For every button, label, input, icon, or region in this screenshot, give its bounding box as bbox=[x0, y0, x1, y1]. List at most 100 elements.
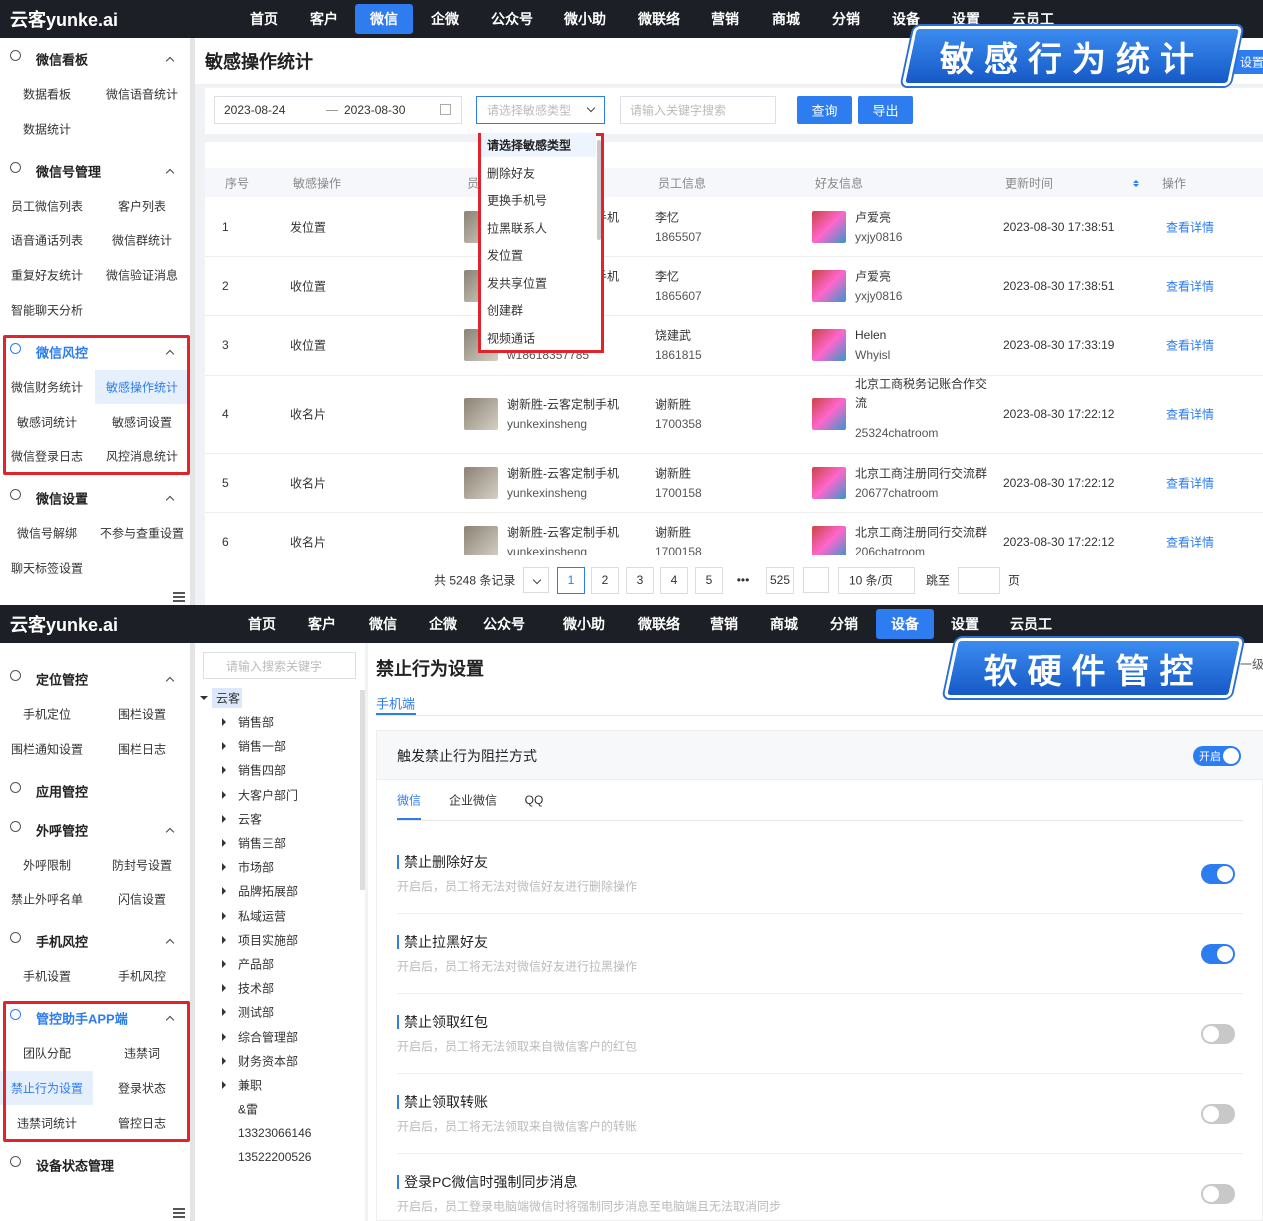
menu-item[interactable]: 微信语音统计 bbox=[105, 87, 179, 102]
dropdown-option[interactable]: 创建群 bbox=[487, 303, 524, 318]
menu-item[interactable]: 闪信设置 bbox=[117, 892, 167, 907]
group-title[interactable]: 应用管控 bbox=[36, 784, 89, 800]
tab[interactable]: 手机端 bbox=[376, 696, 416, 712]
tree-leaf[interactable]: 13522200526 bbox=[238, 1150, 312, 1165]
toggle[interactable] bbox=[1201, 1104, 1235, 1124]
menu-item[interactable]: 围栏设置 bbox=[117, 707, 167, 722]
group-title[interactable]: 微信设置 bbox=[36, 491, 89, 507]
nav-item[interactable]: 设置 bbox=[952, 11, 980, 27]
detail-link[interactable]: 查看详情 bbox=[1166, 476, 1215, 490]
nav-item[interactable]: 微信 bbox=[369, 616, 397, 632]
tree-node[interactable]: 云客 bbox=[238, 812, 263, 827]
page-prev[interactable] bbox=[523, 567, 549, 593]
menu-item[interactable]: 敏感词统计 bbox=[16, 415, 78, 429]
group-title[interactable]: 外呼管控 bbox=[36, 823, 89, 839]
nav-item[interactable]: 设备 bbox=[891, 616, 919, 632]
tree-node[interactable]: 大客户部门 bbox=[238, 788, 299, 803]
tree-node[interactable]: 技术部 bbox=[238, 981, 275, 996]
tree-node[interactable]: 财务资本部 bbox=[238, 1054, 299, 1069]
menu-item[interactable]: 违禁词 bbox=[123, 1046, 161, 1061]
detail-link[interactable]: 查看详情 bbox=[1166, 407, 1215, 422]
menu-item[interactable]: 数据统计 bbox=[22, 122, 72, 137]
sub-tab[interactable]: 企业微信 bbox=[448, 793, 498, 808]
dropdown-option[interactable]: 删除好友 bbox=[487, 166, 536, 180]
page-button[interactable] bbox=[695, 567, 723, 594]
nav-item[interactable]: 云员工 bbox=[1012, 11, 1054, 27]
corner-button[interactable] bbox=[1232, 50, 1263, 74]
menu-item[interactable]: 手机设置 bbox=[22, 969, 72, 984]
toggle[interactable] bbox=[1201, 1184, 1235, 1204]
nav-item[interactable]: 微联络 bbox=[638, 616, 680, 632]
menu-item[interactable]: 微信号解绑 bbox=[16, 526, 78, 541]
tree-node[interactable]: 产品部 bbox=[238, 957, 275, 972]
group-title[interactable]: 微信看板 bbox=[36, 52, 89, 68]
detail-link[interactable]: 查看详情 bbox=[1166, 279, 1215, 293]
dropdown-option[interactable]: 请选择敏感类型 bbox=[487, 138, 572, 153]
detail-link[interactable]: 查看详情 bbox=[1166, 220, 1215, 234]
page-size[interactable] bbox=[838, 567, 915, 594]
menu-item[interactable]: 客户列表 bbox=[117, 199, 167, 214]
menu-item[interactable]: 团队分配 bbox=[22, 1046, 72, 1061]
menu-item[interactable]: 外呼限制 bbox=[22, 858, 72, 873]
nav-item[interactable]: 企微 bbox=[431, 11, 459, 27]
tree-node[interactable]: 销售一部 bbox=[238, 739, 287, 754]
search-input[interactable] bbox=[620, 96, 776, 124]
menu-item[interactable]: 风控消息统计 bbox=[105, 449, 179, 464]
tree-node[interactable]: 测试部 bbox=[238, 1005, 275, 1020]
tree-search[interactable] bbox=[203, 652, 356, 679]
dropdown-option[interactable]: 发位置 bbox=[487, 248, 524, 263]
tree-root[interactable]: 云客 bbox=[216, 691, 241, 706]
detail-link[interactable]: 查看详情 bbox=[1166, 338, 1215, 353]
nav-item[interactable]: 微小助 bbox=[563, 616, 605, 632]
nav-item[interactable]: 微联络 bbox=[638, 11, 680, 27]
tree-node[interactable]: 市场部 bbox=[238, 860, 275, 875]
page-button[interactable] bbox=[626, 567, 654, 594]
dropdown-option[interactable]: 视频通话 bbox=[487, 331, 536, 345]
menu-item[interactable]: 语音通话列表 bbox=[10, 233, 84, 248]
menu-item[interactable]: 智能聊天分析 bbox=[10, 303, 84, 318]
group-title[interactable]: 设备状态管理 bbox=[36, 1158, 115, 1174]
section-toggle[interactable] bbox=[1193, 746, 1241, 766]
group-title[interactable]: 微信风控 bbox=[36, 345, 89, 361]
menu-item[interactable]: 手机风控 bbox=[117, 969, 167, 984]
menu-item[interactable]: 登录状态 bbox=[117, 1081, 167, 1096]
page-button[interactable] bbox=[591, 567, 619, 594]
dropdown-option[interactable]: 拉黑联系人 bbox=[487, 221, 548, 235]
menu-item[interactable]: 聊天标签设置 bbox=[10, 561, 84, 576]
tree-node[interactable]: 兼职 bbox=[238, 1078, 263, 1093]
nav-item[interactable]: 分销 bbox=[830, 616, 858, 632]
nav-item[interactable]: 分销 bbox=[832, 11, 860, 27]
tree-node[interactable]: 品牌拓展部 bbox=[238, 884, 299, 899]
nav-item[interactable]: 营销 bbox=[711, 11, 739, 27]
toggle[interactable] bbox=[1201, 864, 1235, 884]
dropdown-option[interactable]: 更换手机号 bbox=[487, 193, 548, 208]
nav-item[interactable]: 首页 bbox=[250, 11, 278, 27]
menu-item[interactable]: 防封号设置 bbox=[111, 858, 173, 873]
nav-item[interactable]: 商城 bbox=[770, 616, 798, 632]
tree-leaf[interactable]: &雷 bbox=[238, 1102, 259, 1117]
toggle[interactable] bbox=[1201, 1024, 1235, 1044]
date-range[interactable] bbox=[214, 96, 462, 124]
menu-item[interactable]: 微信群统计 bbox=[111, 233, 173, 248]
button[interactable] bbox=[797, 96, 852, 124]
page-button[interactable] bbox=[766, 567, 794, 594]
nav-item[interactable]: 云员工 bbox=[1010, 616, 1052, 632]
menu-item[interactable]: 违禁词统计 bbox=[16, 1116, 78, 1131]
nav-item[interactable]: 微信 bbox=[370, 11, 398, 27]
menu-item[interactable]: 不参与查重设置 bbox=[99, 526, 185, 541]
nav-item[interactable]: 公众号 bbox=[483, 616, 525, 632]
page-next[interactable] bbox=[803, 567, 829, 593]
menu-item[interactable]: 微信财务统计 bbox=[10, 380, 84, 395]
menu-item[interactable]: 禁止外呼名单 bbox=[10, 892, 84, 907]
detail-link[interactable]: 查看详情 bbox=[1166, 535, 1215, 549]
page-button[interactable] bbox=[557, 567, 585, 594]
group-title[interactable]: 管控助手APP端 bbox=[36, 1011, 128, 1027]
nav-item[interactable]: 设置 bbox=[951, 616, 979, 632]
menu-item[interactable]: 敏感操作统计 bbox=[105, 380, 179, 395]
sub-tab[interactable]: QQ bbox=[524, 793, 544, 807]
menu-item[interactable]: 重复好友统计 bbox=[10, 268, 84, 283]
tree-node[interactable]: 销售部 bbox=[238, 715, 275, 730]
nav-item[interactable]: 公众号 bbox=[491, 11, 533, 27]
menu-item[interactable]: 围栏通知设置 bbox=[10, 742, 84, 757]
nav-item[interactable]: 商城 bbox=[772, 11, 800, 27]
